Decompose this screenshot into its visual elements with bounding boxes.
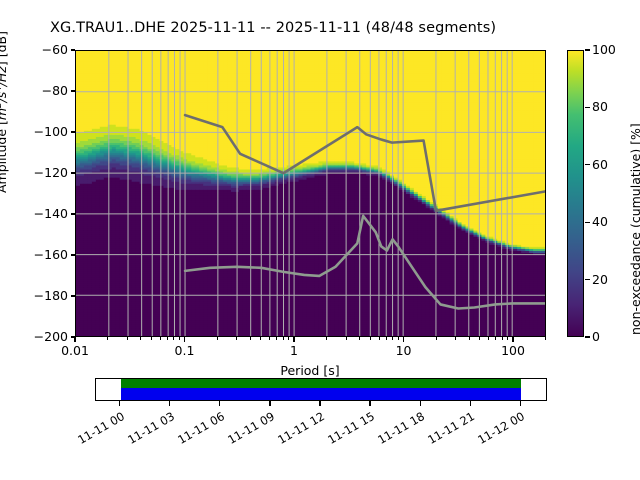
y-axis-tick-label: −200 <box>33 329 68 344</box>
x-axis-minor-tick <box>159 337 161 340</box>
x-axis-minor-tick <box>269 337 271 340</box>
y-axis-tick-label: −180 <box>33 288 68 303</box>
x-axis-minor-tick <box>507 337 509 340</box>
timeline-tick <box>269 401 271 406</box>
x-axis-minor-tick <box>369 337 371 340</box>
timeline-tick <box>419 401 421 406</box>
y-axis-label: Amplitude [m2/s4/Hz] [dB] <box>0 31 10 193</box>
y-axis-tick-label: −60 <box>41 42 68 57</box>
y-axis-tick-label: −80 <box>41 83 68 98</box>
data-coverage-blue <box>120 387 522 400</box>
x-axis-minor-tick <box>501 337 503 340</box>
x-axis-minor-tick <box>488 337 490 340</box>
colorbar-tick <box>585 336 590 338</box>
figure-title: XG.TRAU1..DHE 2025-11-11 -- 2025-11-11 (… <box>50 20 497 36</box>
x-axis-tick <box>512 337 514 342</box>
x-axis-minor-tick <box>435 337 437 340</box>
y-axis-tick-label: −100 <box>33 124 68 139</box>
x-axis-minor-tick <box>359 337 361 340</box>
y-axis-tick-label: −120 <box>33 165 68 180</box>
x-axis-minor-tick <box>326 337 328 340</box>
timeline-axes <box>95 378 547 401</box>
y-axis-tick <box>70 336 75 338</box>
x-axis-minor-tick <box>378 337 380 340</box>
timeline-tick <box>519 401 521 406</box>
ppsd-axes <box>75 50 546 337</box>
colorbar <box>567 50 584 337</box>
x-axis-tick-label: 10 <box>395 343 412 358</box>
timeline-tick <box>469 401 471 406</box>
x-axis-tick-label: 100 <box>501 343 525 358</box>
colorbar-tick-label: 20 <box>592 271 608 287</box>
x-axis-minor-tick <box>345 337 347 340</box>
ppsd-histogram <box>76 51 545 336</box>
x-axis-tick <box>293 337 295 342</box>
x-axis-minor-tick <box>276 337 278 340</box>
y-axis-tick <box>70 213 75 215</box>
x-axis-minor-tick <box>249 337 251 340</box>
colorbar-label: non-exceedance (cumulative) [%] <box>628 123 640 335</box>
x-axis-minor-tick <box>178 337 180 340</box>
y-axis-tick <box>70 131 75 133</box>
x-axis-minor-tick <box>173 337 175 340</box>
x-axis-minor-tick <box>216 337 218 340</box>
x-axis-tick <box>74 337 76 342</box>
x-axis-tick-label: 0.1 <box>174 343 195 358</box>
colorbar-tick-label: 40 <box>592 214 608 230</box>
x-axis-minor-tick <box>455 337 457 340</box>
y-axis-tick <box>70 254 75 256</box>
x-axis-tick <box>183 337 186 342</box>
x-axis-minor-tick <box>495 337 497 340</box>
timeline-tick <box>119 401 121 406</box>
x-axis-minor-tick <box>236 337 238 340</box>
y-axis-tick <box>70 90 75 92</box>
x-axis-minor-tick <box>288 337 290 340</box>
colorbar-tick-label: 0 <box>592 329 600 344</box>
noise-model-overlay <box>76 51 545 336</box>
x-axis-minor-tick <box>166 337 168 340</box>
x-axis-minor-tick <box>282 337 284 340</box>
x-axis-minor-tick <box>260 337 262 340</box>
x-axis-minor-tick <box>397 337 399 340</box>
colorbar-tick-label: 100 <box>592 42 616 57</box>
x-axis-minor-tick <box>392 337 394 340</box>
timeline-tick <box>369 401 371 406</box>
data-coverage-green <box>120 379 522 388</box>
colorbar-tick-label: 60 <box>592 156 608 172</box>
x-axis-minor-tick <box>126 337 128 340</box>
x-axis-label: Period [s] <box>280 363 340 378</box>
timeline-tick <box>319 401 321 406</box>
colorbar-tick <box>585 106 590 108</box>
y-axis-tick <box>70 172 75 174</box>
x-axis-minor-tick <box>150 337 152 340</box>
y-axis-tick <box>70 295 75 297</box>
y-axis-tick-label: −160 <box>33 247 68 262</box>
colorbar-tick <box>585 279 590 281</box>
x-axis-minor-tick <box>545 337 547 340</box>
y-axis-tick <box>70 49 75 51</box>
x-axis-minor-tick <box>385 337 387 340</box>
timeline-tick <box>169 401 171 406</box>
timeline-tick <box>219 401 221 406</box>
colorbar-tick <box>585 164 590 166</box>
y-axis-tick-label: −140 <box>33 206 68 221</box>
x-axis-tick-label: 1 <box>290 343 298 358</box>
colorbar-tick-label: 80 <box>592 99 608 115</box>
x-axis-tick <box>402 337 405 342</box>
colorbar-tick <box>585 221 590 223</box>
x-axis-minor-tick <box>140 337 142 340</box>
colorbar-tick <box>585 49 590 51</box>
x-axis-tick-label: 0.01 <box>61 343 89 358</box>
x-axis-minor-tick <box>479 337 481 340</box>
x-axis-minor-tick <box>468 337 470 340</box>
x-axis-minor-tick <box>107 337 109 340</box>
